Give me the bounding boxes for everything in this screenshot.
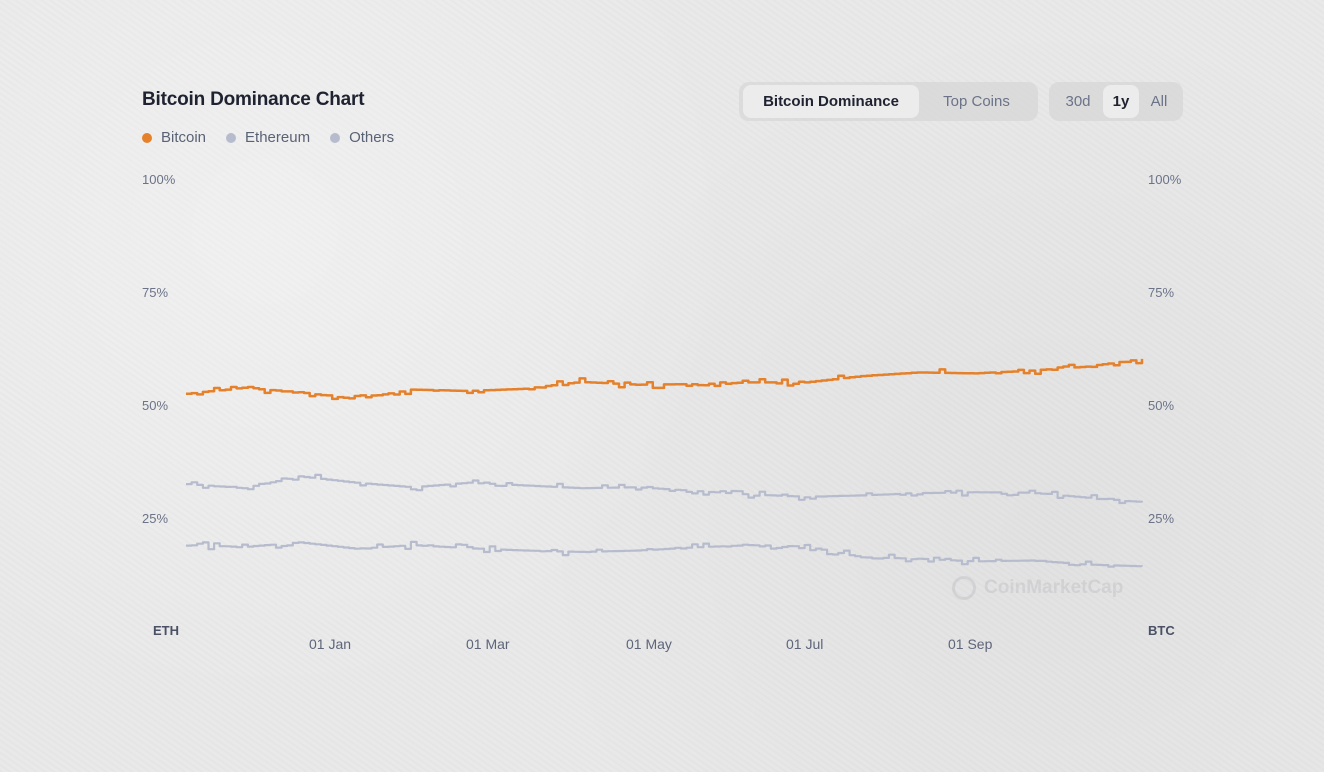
bitcoin-dominance-tab[interactable]: Bitcoin Dominance xyxy=(743,85,919,118)
legend-item-others[interactable]: Others xyxy=(330,129,394,146)
bitcoin-line xyxy=(186,358,1144,401)
others-dot-icon xyxy=(330,132,341,143)
y-axis-right-label: 75% xyxy=(1148,285,1175,300)
eth-axis-label: ETH xyxy=(153,623,179,638)
x-axis-label: 01 Sep xyxy=(948,636,993,652)
y-axis-left-label: 50% xyxy=(142,398,169,413)
x-axis-label: 01 Mar xyxy=(466,636,510,652)
legend-label: Ethereum xyxy=(245,129,311,146)
ethereum-line xyxy=(186,540,1144,568)
y-axis-right-label: 25% xyxy=(1148,511,1175,526)
ethereum-dot-icon xyxy=(226,132,237,143)
watermark-text: CoinMarketCap xyxy=(984,577,1124,598)
legend-label: Others xyxy=(349,129,395,146)
y-axis-left-label: 25% xyxy=(142,511,169,526)
legend-item-ethereum[interactable]: Ethereum xyxy=(226,129,310,146)
y-axis-left-label: 75% xyxy=(142,285,169,300)
range-all-button[interactable]: All xyxy=(1150,93,1168,110)
others-line xyxy=(186,473,1144,505)
range-1y-button[interactable]: 1y xyxy=(1103,85,1139,118)
coinmarketcap-logo-icon xyxy=(952,576,976,600)
legend-label: Bitcoin xyxy=(161,129,207,146)
chart-title: Bitcoin Dominance Chart xyxy=(142,89,365,110)
legend-item-bitcoin[interactable]: Bitcoin xyxy=(142,129,206,146)
bitcoin-dot-icon xyxy=(142,132,152,143)
legend: Bitcoin Ethereum Others xyxy=(142,129,394,146)
range-toggle: 30d 1y All xyxy=(1049,82,1183,121)
x-axis-label: 01 Jan xyxy=(309,636,352,652)
top-coins-tab[interactable]: Top Coins xyxy=(943,93,1010,110)
watermark: CoinMarketCap xyxy=(952,576,1123,600)
view-toggle: Bitcoin Dominance Top Coins xyxy=(739,82,1038,121)
x-axis-label: 01 Jul xyxy=(786,636,824,652)
x-axis-label: 01 May xyxy=(626,636,672,652)
y-axis-left-label: 100% xyxy=(142,172,176,187)
y-axis-right-label: 50% xyxy=(1148,398,1175,413)
y-axis-right-label: 100% xyxy=(1148,172,1182,187)
series-lines xyxy=(186,358,1144,568)
range-30d-button[interactable]: 30d xyxy=(1065,93,1091,110)
btc-axis-label: BTC xyxy=(1148,623,1175,638)
